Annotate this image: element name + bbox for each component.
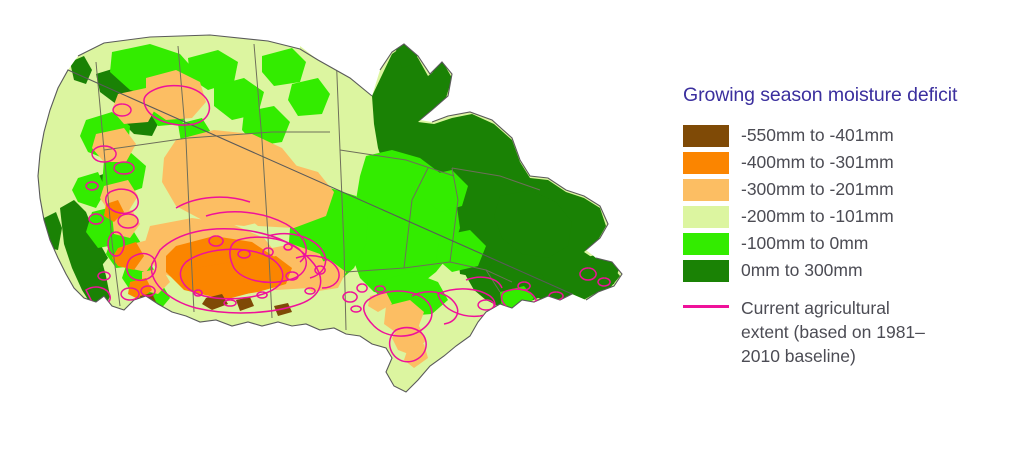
legend-swatch-1	[683, 151, 729, 174]
legend-label-2: -300mm to -201mm	[741, 179, 894, 199]
legend-label-agricultural-extent: Current agricultural extent (based on 19…	[741, 298, 925, 366]
map-panel	[0, 0, 660, 453]
agricultural-extent-overlay	[85, 84, 611, 363]
magenta-line-icon	[683, 305, 729, 308]
legend-label-1: -400mm to -301mm	[741, 152, 894, 172]
legend-item-2[interactable]: -300mm to -201mm	[681, 176, 1011, 203]
legend-swatch-0	[683, 124, 729, 147]
legend-item-3[interactable]: -200mm to -101mm	[681, 203, 1011, 230]
legend-line-swatch	[683, 296, 729, 317]
legend-label-4: -100mm to 0mm	[741, 233, 869, 253]
legend-item-4[interactable]: -100mm to 0mm	[681, 230, 1011, 257]
map-legend: Growing season moisture deficit -550mm t…	[681, 84, 1011, 368]
legend-title: Growing season moisture deficit	[683, 84, 958, 106]
legend-label-3: -200mm to -101mm	[741, 206, 894, 226]
legend-label-5: 0mm to 300mm	[741, 260, 863, 280]
legend-swatch-5	[683, 259, 729, 282]
legend-item-5[interactable]: 0mm to 300mm	[681, 257, 1011, 284]
legend-item-1[interactable]: -400mm to -301mm	[681, 149, 1011, 176]
legend-item-0[interactable]: -550mm to -401mm	[681, 122, 1011, 149]
map-climate-raster	[38, 35, 622, 392]
canada-coastline	[37, 34, 623, 393]
canada-map[interactable]	[0, 0, 660, 453]
legend-swatch-4	[683, 232, 729, 255]
legend-swatch-2	[683, 178, 729, 201]
legend-swatch-3	[683, 205, 729, 228]
legend-label-0: -550mm to -401mm	[741, 125, 894, 145]
legend-item-agricultural-extent[interactable]: Current agricultural extent (based on 19…	[681, 296, 1011, 368]
province-borders	[95, 43, 541, 331]
class-fill--400-to--301	[104, 200, 292, 300]
